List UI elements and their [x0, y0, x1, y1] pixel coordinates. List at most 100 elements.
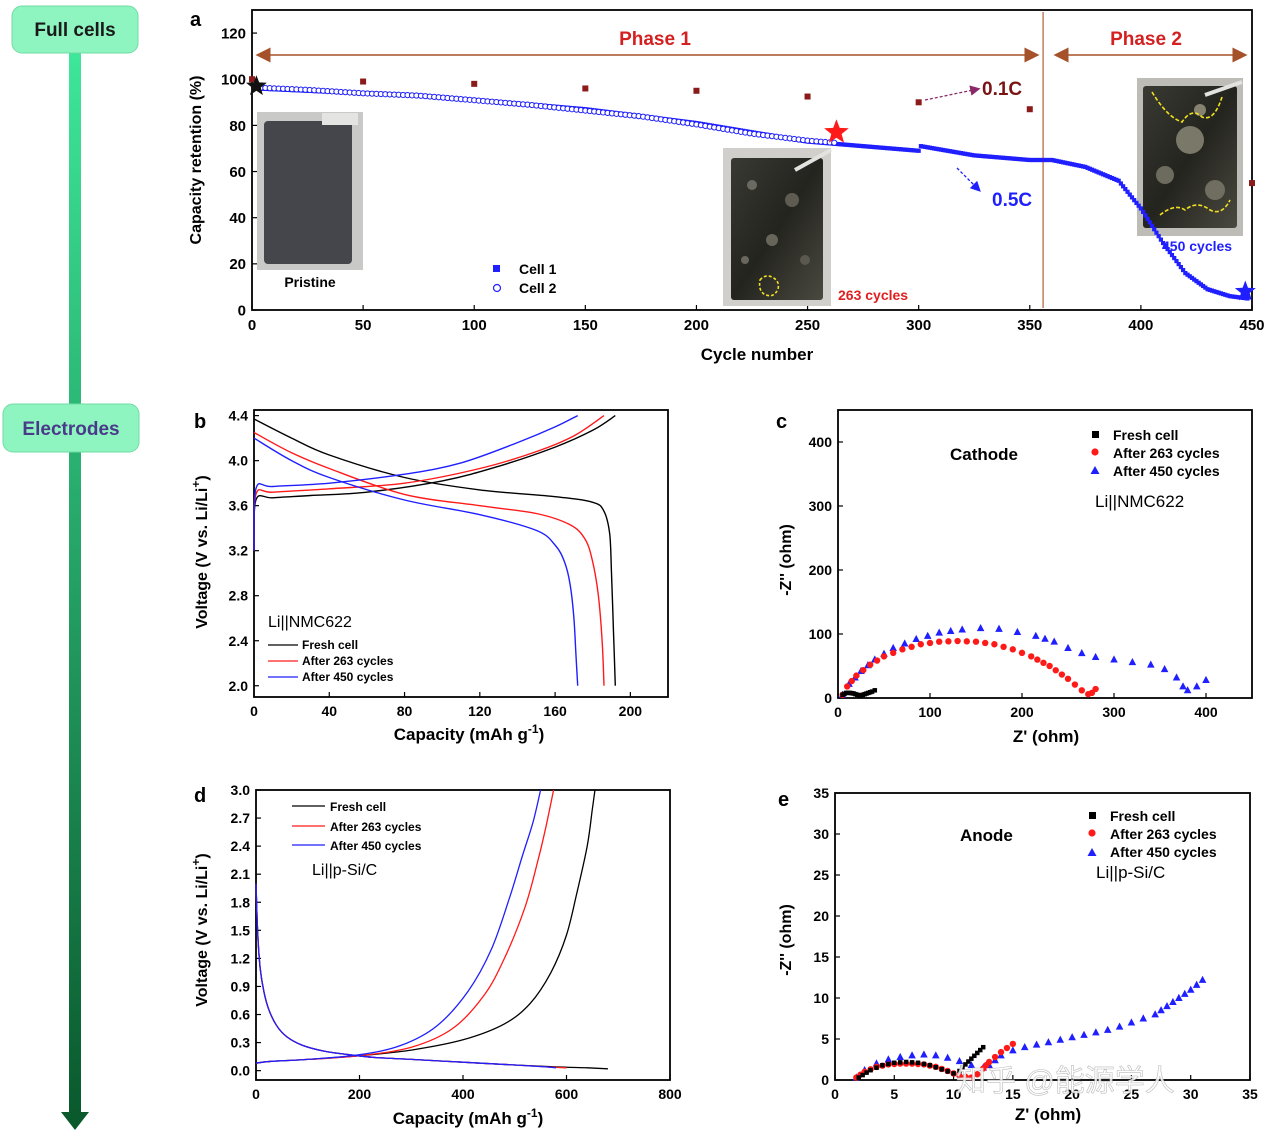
cell1-point [865, 144, 870, 149]
cell1-point [934, 146, 939, 151]
panel-c-point-450 [900, 639, 909, 647]
cell1-point [994, 155, 999, 160]
cell1-point [1214, 289, 1219, 295]
e-ytick-label: 10 [813, 990, 829, 1006]
cell1-point [874, 145, 879, 150]
panel-a-xlabel: Cycle number [701, 345, 814, 364]
legend-e-263: After 263 cycles [1110, 826, 1217, 842]
cell1-point [1007, 156, 1012, 161]
cell1-point [901, 147, 906, 152]
panel-e-point-450 [884, 1055, 893, 1063]
b-xtick-label: 160 [543, 703, 567, 719]
photo-450-cycles [1137, 78, 1243, 236]
panel-e-point-263 [985, 1058, 993, 1066]
cell1-point [1123, 186, 1128, 192]
a-ytick-label: 80 [229, 118, 246, 135]
panel-e-point-263 [962, 1073, 969, 1080]
panel-e-point-450 [1157, 1006, 1165, 1014]
cell1-point [883, 145, 888, 151]
panel-e-point-fresh [980, 1044, 986, 1050]
cell1-point [916, 148, 921, 153]
e-xtick-label: 20 [1064, 1086, 1080, 1102]
d-ytick-label: 0.6 [231, 1007, 251, 1023]
panel-d-xlabel: Capacity (mAh g-1) [393, 1106, 543, 1128]
panel-c-point-450 [1032, 631, 1040, 639]
panel-c-point-450 [1202, 675, 1210, 684]
c-xtick-label: 300 [1102, 704, 1126, 720]
panel-e-point-fresh [856, 1075, 861, 1080]
cell1-point [867, 144, 872, 149]
panel-letter-e: e [778, 789, 789, 811]
cell1-point [836, 142, 841, 147]
panel-e-point-fresh [951, 1071, 956, 1076]
panel-e-point-450 [908, 1051, 916, 1059]
cycles-450-label: 450 cycles [1162, 238, 1232, 254]
cell1-point [1107, 174, 1112, 180]
c-xtick-label: 0 [834, 704, 842, 720]
legend-e-450: After 450 cycles [1110, 844, 1217, 860]
panel-e-point-fresh [975, 1050, 980, 1056]
cell1-point [1243, 296, 1248, 301]
panel-e-point-450 [1192, 980, 1201, 988]
panel-c-point-450 [1183, 686, 1192, 694]
d-ytick-label: 2.7 [231, 810, 251, 826]
photo-263-cycles [723, 148, 832, 306]
cell1-point [1081, 164, 1086, 169]
panel-d-frame [255, 789, 671, 1081]
panel-e-point-450 [1103, 1025, 1112, 1033]
panel-e-chart: 0 5 10 15 20 25 30 35 0 5 10 15 20 25 30 35 Z' (ohm) -Z… [778, 785, 1258, 1124]
panel-c-point-450 [912, 634, 920, 643]
cell1-point [1163, 243, 1168, 249]
cell1-point [923, 144, 928, 150]
panel-e-point-fresh [927, 1062, 933, 1068]
cell1-point [1112, 176, 1117, 182]
d-xtick-label: 400 [451, 1086, 475, 1102]
point-01c [1249, 180, 1255, 187]
cell1-point [861, 144, 866, 149]
cell1-point [1072, 162, 1077, 167]
cell1-point [954, 150, 959, 155]
cell1-point [1018, 157, 1023, 162]
b-xtick-label: 40 [321, 703, 337, 719]
panel-c-point-263 [848, 677, 855, 685]
legend-c-fresh: Fresh cell [1113, 427, 1178, 443]
panel-c-point-450 [946, 626, 955, 635]
b-xtick-label: 120 [468, 703, 492, 719]
point-01c [582, 85, 589, 92]
cell1-point [1234, 294, 1239, 300]
panel-c-point-450 [976, 624, 985, 632]
cell1-point [976, 153, 981, 158]
panel-e-point-450 [1032, 1040, 1041, 1048]
cell1-point [1045, 157, 1050, 163]
cell1-point [1087, 166, 1092, 171]
cell1-point [1212, 289, 1217, 294]
cell1-point [1129, 195, 1135, 200]
d-ytick-label: 1.2 [231, 950, 251, 966]
cell1-point [1009, 156, 1015, 161]
b-ytick-label: 2.4 [229, 633, 249, 649]
cell1-point [1169, 252, 1175, 258]
panel-c-point-450 [1064, 643, 1072, 652]
e-xtick-label: 15 [1005, 1086, 1021, 1102]
panel-a-frame [251, 9, 1253, 311]
cell1-point [956, 150, 961, 155]
panel-d-curve [255, 883, 608, 1070]
cell1-point [894, 146, 899, 152]
cell1-point [845, 142, 850, 147]
cell1-point [869, 144, 875, 149]
cell1-point [1218, 291, 1223, 296]
cell1-point [1232, 294, 1237, 299]
b-xtick-label: 0 [250, 703, 258, 719]
phase1-label: Phase 1 [619, 29, 691, 50]
panel-c-point-263 [1028, 653, 1035, 660]
panel-b-curve [253, 418, 616, 686]
cell1-point [1132, 198, 1137, 203]
cell1-point [1105, 174, 1110, 179]
panel-c-point-450 [1179, 682, 1187, 690]
panel-b-system-label: Li||NMC622 [268, 614, 352, 631]
panel-e-point-fresh [933, 1065, 939, 1070]
e-xtick-label: 0 [831, 1086, 839, 1102]
cell1-point [1227, 294, 1232, 299]
a-ytick-label: 120 [221, 25, 246, 42]
